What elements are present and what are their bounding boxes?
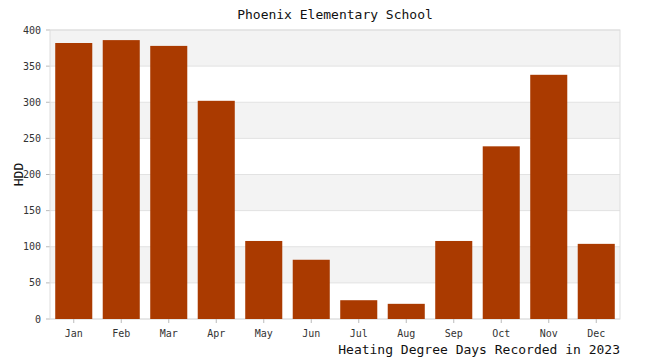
x-tick-label: Feb bbox=[112, 328, 130, 339]
bar bbox=[150, 46, 187, 319]
bar bbox=[103, 40, 140, 319]
x-tick-label: Jun bbox=[302, 328, 320, 339]
chart-title: Phoenix Elementary School bbox=[237, 7, 433, 22]
bars bbox=[55, 40, 615, 319]
plot-frame bbox=[50, 30, 620, 319]
y-tick-label: 100 bbox=[23, 241, 41, 252]
x-tick-label: Aug bbox=[397, 328, 415, 339]
y-tick bbox=[46, 102, 50, 103]
x-tick-label: May bbox=[255, 328, 273, 339]
y-tick-label: 300 bbox=[23, 97, 41, 108]
x-tick bbox=[596, 319, 597, 323]
y-tick-label: 150 bbox=[23, 205, 41, 216]
x-tick bbox=[358, 319, 359, 323]
bar bbox=[388, 304, 425, 319]
x-tick-label: Oct bbox=[492, 328, 510, 339]
x-axis-label: Heating Degree Days Recorded in 2023 bbox=[338, 342, 620, 357]
y-tick bbox=[46, 174, 50, 175]
y-tick bbox=[46, 66, 50, 67]
y-tick bbox=[46, 210, 50, 211]
x-tick bbox=[263, 319, 264, 323]
y-tick bbox=[46, 282, 50, 283]
bar bbox=[578, 244, 615, 319]
bar bbox=[340, 300, 377, 319]
chart-container: 050100150200250300350400JanFebMarAprMayJ… bbox=[0, 0, 650, 360]
bar bbox=[245, 241, 282, 319]
x-tick bbox=[453, 319, 454, 323]
x-tick-label: Jan bbox=[65, 328, 83, 339]
y-tick-label: 50 bbox=[29, 277, 41, 288]
bar bbox=[55, 43, 92, 319]
x-tick bbox=[168, 319, 169, 323]
bar bbox=[435, 241, 472, 319]
y-tick-label: 400 bbox=[23, 25, 41, 36]
x-tick bbox=[406, 319, 407, 323]
y-tick bbox=[46, 319, 50, 320]
y-tick-label: 0 bbox=[35, 314, 41, 325]
x-tick-label: Sep bbox=[445, 328, 463, 339]
y-tick-label: 250 bbox=[23, 133, 41, 144]
bar bbox=[483, 146, 520, 319]
y-tick-label: 350 bbox=[23, 61, 41, 72]
x-tick bbox=[73, 319, 74, 323]
bar bbox=[293, 260, 330, 319]
x-tick-label: Dec bbox=[587, 328, 605, 339]
x-tick-label: Apr bbox=[207, 328, 225, 339]
y-tick bbox=[46, 138, 50, 139]
x-tick bbox=[501, 319, 502, 323]
x-tick bbox=[216, 319, 217, 323]
x-tick bbox=[548, 319, 549, 323]
x-tick bbox=[311, 319, 312, 323]
x-tick-label: Jul bbox=[350, 328, 368, 339]
y-axis-label: HDD bbox=[11, 163, 26, 187]
x-tick-label: Nov bbox=[540, 328, 558, 339]
bar bbox=[530, 75, 567, 319]
chart-svg: 050100150200250300350400JanFebMarAprMayJ… bbox=[0, 0, 650, 360]
bar bbox=[198, 101, 235, 319]
x-tick-label: Mar bbox=[160, 328, 178, 339]
y-tick bbox=[46, 246, 50, 247]
x-tick bbox=[121, 319, 122, 323]
y-tick bbox=[46, 30, 50, 31]
